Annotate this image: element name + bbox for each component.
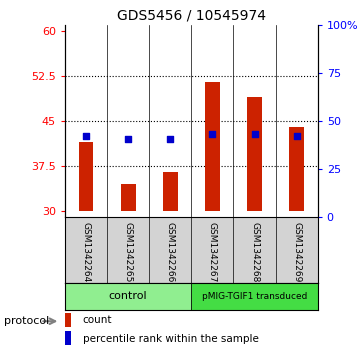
Text: pMIG-TGIF1 transduced: pMIG-TGIF1 transduced [202,292,307,301]
Text: GSM1342267: GSM1342267 [208,222,217,283]
Bar [65,283,191,310]
Point [209,131,215,136]
Point [83,133,89,139]
Text: GSM1342264: GSM1342264 [82,222,91,282]
Bar [191,283,318,310]
Point [168,136,173,142]
Point [294,133,300,139]
Text: GSM1342266: GSM1342266 [166,222,175,283]
Point [252,131,257,136]
Bar [79,142,93,211]
Text: protocol: protocol [4,316,49,326]
Text: percentile rank within the sample: percentile rank within the sample [83,334,258,343]
Bar [247,97,262,211]
Bar [121,184,135,211]
Bar [205,82,220,211]
Title: GDS5456 / 10545974: GDS5456 / 10545974 [117,9,266,23]
Point [125,136,131,142]
Text: GSM1342265: GSM1342265 [124,222,132,283]
Bar [289,127,304,211]
Text: GSM1342269: GSM1342269 [292,222,301,283]
Bar [65,313,71,327]
Text: GSM1342268: GSM1342268 [250,222,259,283]
Text: control: control [109,291,147,301]
Text: count: count [83,315,112,326]
Bar [65,331,71,346]
Bar [163,172,178,211]
